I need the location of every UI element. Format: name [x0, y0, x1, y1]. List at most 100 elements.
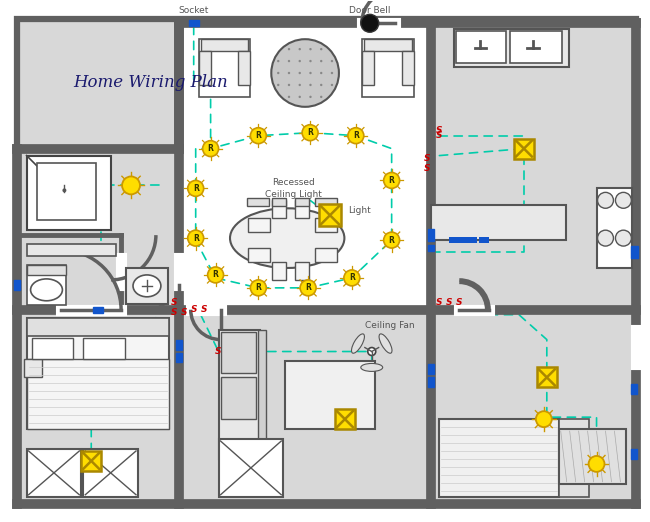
Bar — [220, 331, 256, 373]
Text: S: S — [436, 126, 443, 135]
Text: Home Wiring Plan: Home Wiring Plan — [73, 75, 228, 91]
Ellipse shape — [31, 279, 62, 301]
Bar — [218, 329, 261, 459]
Text: R: R — [389, 176, 395, 185]
Bar — [83, 449, 138, 497]
Bar — [428, 245, 434, 251]
Circle shape — [616, 230, 631, 246]
Circle shape — [320, 60, 322, 62]
Ellipse shape — [379, 334, 392, 353]
Circle shape — [288, 60, 290, 62]
Text: S: S — [170, 298, 177, 307]
Text: R: R — [193, 234, 199, 243]
Text: Recessed
Ceiling Light: Recessed Ceiling Light — [265, 178, 322, 199]
Bar — [182, 22, 428, 307]
Circle shape — [597, 230, 614, 246]
Bar — [514, 139, 534, 159]
Circle shape — [298, 48, 301, 50]
Text: R: R — [255, 131, 261, 140]
Circle shape — [188, 230, 203, 246]
Bar — [248, 198, 269, 206]
Text: S: S — [215, 347, 222, 356]
Circle shape — [309, 84, 311, 86]
Bar — [428, 377, 434, 387]
Circle shape — [320, 72, 322, 74]
Bar — [315, 218, 337, 232]
Circle shape — [361, 14, 379, 32]
Circle shape — [384, 172, 400, 188]
Bar — [23, 360, 42, 377]
Circle shape — [277, 84, 280, 86]
Text: Door Bell: Door Bell — [349, 6, 391, 15]
Circle shape — [288, 48, 290, 50]
Circle shape — [536, 411, 552, 427]
Circle shape — [207, 267, 224, 283]
Ellipse shape — [230, 208, 344, 268]
Text: R: R — [255, 283, 261, 292]
Circle shape — [589, 456, 604, 472]
Text: R: R — [349, 274, 355, 282]
Bar — [27, 265, 66, 305]
Circle shape — [309, 60, 311, 62]
Bar — [27, 449, 81, 497]
Text: S: S — [446, 298, 452, 307]
Bar — [428, 229, 434, 241]
Ellipse shape — [361, 363, 383, 372]
Polygon shape — [27, 360, 169, 429]
Bar — [295, 200, 309, 218]
Circle shape — [298, 96, 301, 98]
Circle shape — [344, 270, 360, 286]
Text: R: R — [307, 128, 313, 137]
Text: S: S — [190, 305, 197, 314]
Circle shape — [309, 72, 311, 74]
Bar — [36, 162, 96, 220]
Bar — [32, 338, 73, 360]
Bar — [315, 248, 337, 262]
Circle shape — [203, 140, 218, 157]
Bar — [199, 51, 211, 85]
Bar — [14, 280, 20, 290]
Bar — [27, 244, 116, 256]
Bar — [362, 39, 413, 97]
Bar — [285, 361, 375, 429]
Text: S: S — [200, 305, 207, 314]
Text: Ceiling Fan: Ceiling Fan — [365, 321, 415, 329]
Circle shape — [298, 84, 301, 86]
Bar — [27, 156, 111, 230]
Bar — [559, 419, 589, 497]
Bar — [27, 265, 66, 275]
Circle shape — [320, 96, 322, 98]
Circle shape — [302, 125, 318, 140]
Circle shape — [288, 96, 290, 98]
Circle shape — [250, 128, 266, 144]
Bar — [248, 218, 270, 232]
Bar — [335, 409, 355, 429]
Bar — [220, 377, 256, 419]
Circle shape — [298, 72, 301, 74]
Text: S: S — [170, 308, 177, 317]
Bar — [449, 237, 477, 243]
Bar — [456, 31, 506, 63]
Bar — [218, 439, 283, 497]
Bar — [295, 198, 309, 206]
Circle shape — [384, 232, 400, 248]
Circle shape — [331, 60, 333, 62]
Bar — [510, 31, 562, 63]
Bar — [176, 340, 182, 350]
Text: S: S — [456, 298, 463, 307]
Bar — [315, 198, 337, 206]
Bar — [402, 51, 413, 85]
Text: R: R — [353, 131, 359, 140]
Bar — [439, 419, 559, 497]
Bar — [188, 20, 199, 26]
Circle shape — [288, 72, 290, 74]
Circle shape — [368, 348, 376, 355]
Bar — [319, 204, 341, 226]
Circle shape — [320, 84, 322, 86]
Circle shape — [188, 181, 203, 196]
Bar — [126, 268, 168, 304]
Ellipse shape — [352, 334, 365, 353]
Circle shape — [288, 84, 290, 86]
Bar — [201, 39, 248, 51]
Circle shape — [277, 60, 280, 62]
